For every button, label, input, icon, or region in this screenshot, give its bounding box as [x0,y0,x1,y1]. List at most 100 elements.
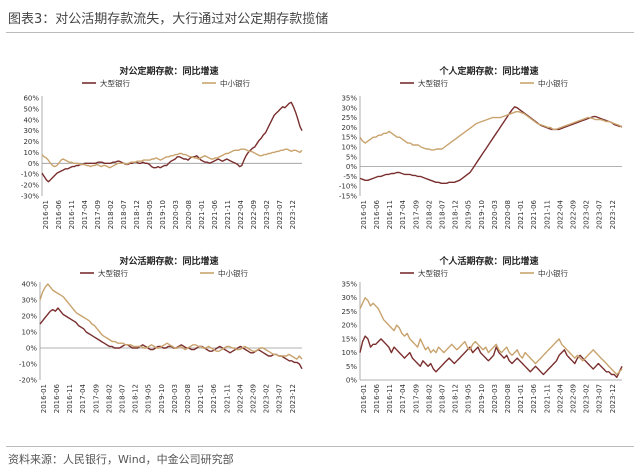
y-tick-label: 20% [341,322,357,330]
x-tick-label: 2018-02 [425,200,433,229]
x-tick-label: 2018-12 [132,384,140,413]
x-tick-label: 2023-12 [289,200,297,229]
series-line [359,106,622,185]
x-tick-label: 2021-11 [543,384,551,413]
legend-label: 中小银行 [220,78,250,88]
x-tick-label: 2016-11 [68,200,76,229]
x-tick-label: 2017-04 [399,383,407,413]
x-tick-label: 2018-12 [133,200,141,229]
x-tick-label: 2021-06 [530,383,538,413]
y-tick-label: 5% [346,363,357,371]
y-tick-label: 35% [341,95,357,103]
y-tick-label: 40% [23,116,39,124]
x-tick-label: 2019-05 [145,384,153,413]
x-tick-label: 2016-06 [373,383,381,413]
legend-label: 大型银行 [418,268,448,278]
legend-label: 中小银行 [218,268,248,278]
y-tick-label: -5% [343,173,357,181]
x-tick-label: 2018-07 [120,200,128,229]
legend-label: 中小银行 [538,78,568,88]
x-tick-label: 2023-07 [596,200,604,229]
y-tick-label: -20% [19,377,37,385]
x-tick-label: 2022-04 [556,199,564,229]
chart-title: 个人活期存款：同比增速 [438,255,538,267]
y-tick-label: 30% [341,294,357,302]
y-tick-label: 0% [28,160,39,168]
x-tick-label: 2021-11 [224,200,232,229]
x-tick-label: 2016-11 [66,384,74,413]
x-tick-label: 2019-10 [158,384,166,413]
y-tick-label: 10% [341,349,357,357]
x-tick-label: 2021-11 [543,200,551,229]
x-tick-label: 2016-06 [53,383,61,413]
x-tick-label: 2016-06 [373,199,381,229]
y-tick-label: 20% [341,124,357,132]
x-tick-label: 2023-12 [609,200,617,229]
series-line [39,307,303,370]
x-tick-label: 2022-04 [237,199,245,229]
x-tick-label: 2016-06 [55,199,63,229]
figure-title: 图表3：对公活期存款流失，大行通过对公定期存款揽储 [8,12,329,27]
series-line [359,335,623,379]
y-tick-label: 0% [346,163,357,171]
y-tick-label: 30% [23,127,39,135]
x-tick-label: 2020-03 [172,200,180,229]
x-tick-label: 2016-01 [42,200,50,229]
y-tick-label: -15% [339,193,357,201]
x-tick-label: 2022-09 [250,200,258,229]
x-tick-label: 2016-01 [360,200,368,229]
legend-label: 大型银行 [98,268,128,278]
x-tick-label: 2020-08 [185,200,193,229]
y-tick-label: 30% [21,297,37,305]
x-tick-label: 2017-09 [94,200,102,229]
x-tick-label: 2023-07 [276,200,284,229]
x-tick-label: 2020-03 [491,384,499,413]
y-tick-label: 30% [341,104,357,112]
x-tick-label: 2017-09 [412,200,420,229]
y-tick-label: 0% [346,377,357,385]
x-tick-label: 2018-12 [452,384,460,413]
y-tick-label: 15% [341,134,357,142]
y-tick-label: 50% [23,105,39,113]
y-tick-label: 60% [23,95,39,103]
y-tick-label: -20% [21,182,39,190]
x-tick-label: 2022-09 [570,384,578,413]
x-tick-label: 2016-11 [386,200,394,229]
x-tick-label: 2018-07 [439,200,447,229]
y-tick-label: -10% [21,171,39,179]
y-tick-label: 40% [21,281,37,289]
x-tick-label: 2022-09 [570,200,578,229]
x-tick-label: 2017-04 [81,199,89,229]
x-tick-label: 2022-04 [556,383,564,413]
x-tick-label: 2021-06 [210,383,218,413]
x-tick-label: 2023-07 [596,384,604,413]
x-tick-label: 2018-12 [452,200,460,229]
x-tick-label: 2018-07 [119,384,127,413]
x-tick-label: 2023-02 [263,384,271,413]
y-tick-label: -30% [21,193,39,201]
x-tick-label: 2021-01 [197,384,205,413]
bottom-rule [6,446,634,447]
x-tick-label: 2019-10 [478,200,486,229]
x-tick-label: 2019-05 [146,200,154,229]
y-tick-label: 25% [341,308,357,316]
x-tick-label: 2022-09 [250,384,258,413]
x-tick-label: 2020-08 [184,384,192,413]
x-tick-label: 2018-02 [105,384,113,413]
x-tick-label: 2021-01 [517,384,525,413]
x-tick-label: 2020-03 [491,200,499,229]
y-tick-label: 25% [341,114,357,122]
y-tick-label: -10% [339,183,357,191]
chart-title: 个人定期存款：同比增速 [438,65,538,77]
x-tick-label: 2021-06 [211,199,219,229]
y-tick-label: 15% [341,335,357,343]
x-tick-label: 2023-07 [276,384,284,413]
series-line [359,297,623,376]
series-line [41,101,303,183]
series-line [359,111,623,151]
x-tick-label: 2021-06 [530,199,538,229]
y-tick-label: 35% [341,281,357,289]
